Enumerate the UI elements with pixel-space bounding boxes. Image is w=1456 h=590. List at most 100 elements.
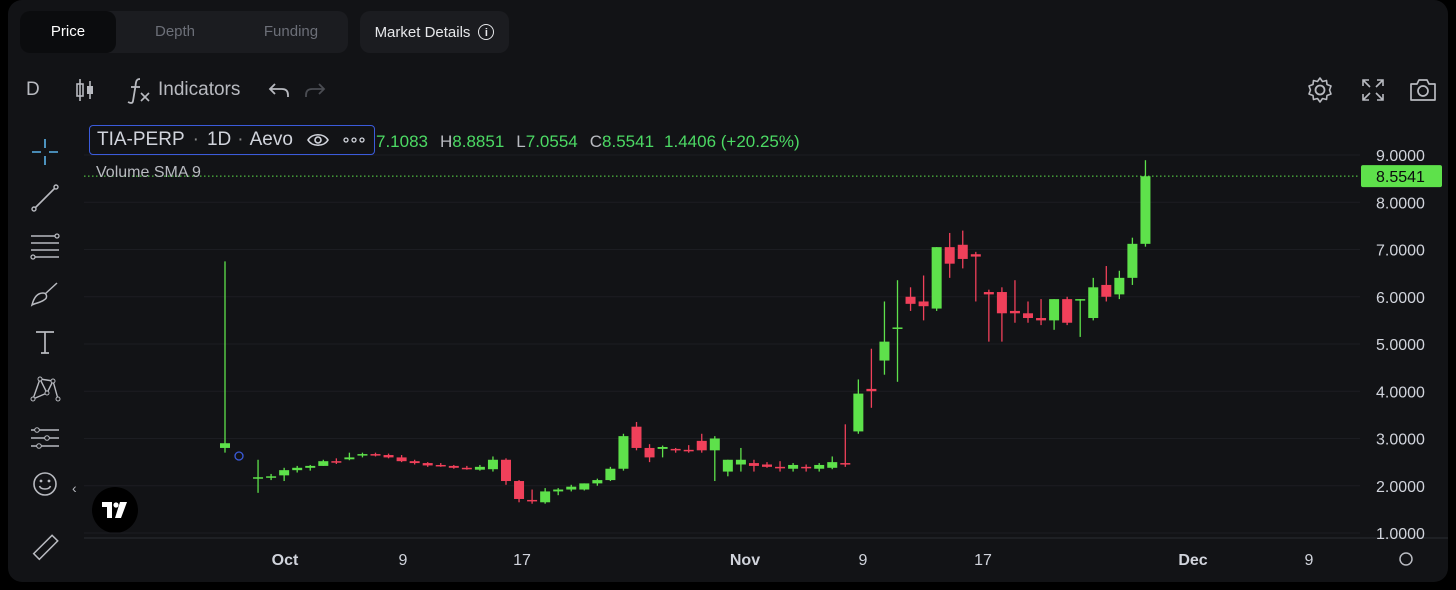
ruler-icon bbox=[32, 534, 59, 561]
prediction-tool[interactable] bbox=[27, 420, 63, 456]
candle-body bbox=[409, 461, 420, 464]
candle-body bbox=[435, 464, 446, 467]
y-tick-label: 1.0000 bbox=[1376, 526, 1425, 543]
text-icon bbox=[36, 331, 54, 354]
interval-selector[interactable]: D bbox=[26, 72, 40, 108]
candlestick-icon bbox=[76, 79, 93, 101]
candle-body bbox=[579, 483, 590, 490]
candle-body bbox=[788, 464, 799, 469]
axis-settings-icon[interactable] bbox=[1399, 552, 1413, 566]
candle-body bbox=[383, 455, 394, 458]
candle-body bbox=[631, 426, 642, 448]
tab-price[interactable]: Price bbox=[20, 11, 116, 53]
candle-body bbox=[540, 491, 551, 503]
candle-body bbox=[801, 466, 812, 469]
volume-sma-legend[interactable]: Volume SMA 9 bbox=[96, 164, 201, 181]
event-marker-icon bbox=[234, 451, 244, 461]
candle-body bbox=[983, 292, 994, 295]
y-tick-label: 9.0000 bbox=[1376, 148, 1425, 165]
tab-depth[interactable]: Depth bbox=[154, 23, 196, 40]
candle-body bbox=[487, 459, 498, 470]
candle-body bbox=[474, 466, 485, 470]
more-icon[interactable] bbox=[343, 137, 365, 143]
price-chart[interactable]: 9.0000 8.0000 7.0000 6.0000 5.0000 4.0000 3.00… bbox=[8, 0, 1448, 582]
trend-line-tool[interactable] bbox=[27, 180, 63, 216]
settings-button[interactable] bbox=[1306, 72, 1334, 108]
candle-body bbox=[696, 440, 707, 451]
candle-body bbox=[892, 327, 903, 329]
legend-interval: 1D bbox=[206, 129, 232, 150]
crosshair-icon bbox=[32, 139, 58, 165]
candle-body bbox=[357, 454, 368, 456]
tab-funding[interactable]: Funding bbox=[263, 23, 319, 40]
x-tick-label: Nov bbox=[730, 552, 760, 569]
y-tick-label: 6.0000 bbox=[1376, 290, 1425, 307]
undo-button[interactable] bbox=[268, 72, 290, 108]
text-tool[interactable] bbox=[27, 324, 63, 360]
candle-body bbox=[527, 499, 538, 502]
candle-body bbox=[683, 449, 694, 452]
info-icon: i bbox=[478, 24, 495, 40]
candle-body bbox=[370, 454, 381, 456]
fullscreen-button[interactable] bbox=[1360, 72, 1386, 108]
candle-body bbox=[422, 463, 433, 466]
candle-body bbox=[553, 489, 564, 492]
candle-body bbox=[931, 247, 942, 309]
candle-body bbox=[1140, 176, 1151, 244]
candle-body bbox=[775, 466, 786, 469]
candle-body bbox=[879, 341, 890, 361]
x-tick-label: 9 bbox=[399, 552, 408, 569]
measure-tool[interactable] bbox=[27, 530, 63, 566]
market-details-label: Market Details bbox=[374, 23, 471, 41]
candle-body bbox=[1036, 318, 1047, 321]
crosshair-tool[interactable] bbox=[27, 134, 63, 170]
candle-body bbox=[1075, 299, 1086, 301]
y-tick-label: 5.0000 bbox=[1376, 337, 1425, 354]
low-label: L bbox=[516, 132, 526, 151]
candle-body bbox=[827, 462, 838, 468]
candle-body bbox=[1062, 299, 1073, 323]
candle-body bbox=[735, 459, 746, 465]
candle-body bbox=[957, 244, 968, 259]
pattern-tool[interactable] bbox=[27, 370, 63, 406]
collapse-toolbar-icon[interactable]: ‹ bbox=[72, 480, 77, 496]
x-tick-label: Oct bbox=[272, 552, 299, 569]
last-price-label: 8.5541 bbox=[1376, 169, 1425, 186]
smiley-icon bbox=[33, 472, 57, 496]
candle-body bbox=[266, 476, 277, 478]
open-value: 7.1083 bbox=[376, 132, 428, 151]
candle-body bbox=[396, 457, 407, 462]
candle-type-button[interactable] bbox=[74, 72, 96, 108]
candle-body bbox=[918, 301, 929, 307]
brush-tool[interactable] bbox=[27, 276, 63, 312]
tradingview-logo[interactable] bbox=[92, 487, 138, 533]
tradingview-icon bbox=[102, 502, 127, 518]
candle-body bbox=[1049, 299, 1060, 321]
candle-body bbox=[592, 480, 603, 484]
candle-body bbox=[1009, 310, 1020, 314]
symbol-legend[interactable]: TIA-PERP · 1D · Aevo bbox=[89, 125, 375, 155]
y-tick-label: 3.0000 bbox=[1376, 432, 1425, 449]
candle-body bbox=[970, 254, 981, 257]
y-tick-label: 2.0000 bbox=[1376, 479, 1425, 496]
candle-body bbox=[253, 477, 264, 479]
interval-label: D bbox=[26, 79, 40, 100]
emoji-tool[interactable] bbox=[27, 466, 63, 502]
low-value: 7.0554 bbox=[525, 132, 578, 151]
fib-tool[interactable] bbox=[27, 228, 63, 264]
indicators-button[interactable]: Indicators bbox=[126, 72, 240, 108]
eye-icon[interactable] bbox=[306, 132, 329, 148]
candle-body bbox=[722, 459, 733, 472]
high-value: 8.8851 bbox=[452, 132, 505, 151]
candle-body bbox=[866, 388, 877, 392]
candle-body bbox=[305, 465, 316, 468]
market-details-button[interactable]: Market Details i bbox=[360, 11, 509, 53]
forecast-icon bbox=[31, 427, 59, 449]
ohlc-values: 7.1083 H8.8851 L7.0554 C8.5541 1.4406 (+20.2… bbox=[376, 132, 800, 152]
close-value: 8.5541 bbox=[602, 132, 655, 151]
symbol-name: TIA-PERP bbox=[97, 129, 185, 150]
screenshot-button[interactable] bbox=[1408, 72, 1438, 108]
x-tick-label: Dec bbox=[1178, 552, 1207, 569]
redo-button[interactable] bbox=[304, 72, 326, 108]
candle-body bbox=[762, 464, 772, 467]
